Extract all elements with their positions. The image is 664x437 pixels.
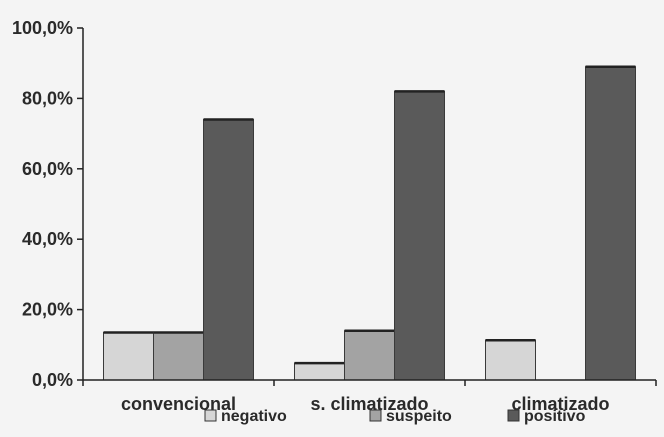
legend-swatch-positivo [507, 409, 520, 422]
legend-swatch-negativo [204, 409, 217, 422]
y-tick-label: 40,0% [22, 229, 73, 249]
y-tick-label: 80,0% [22, 88, 73, 108]
legend: negativo suspeito positivo [204, 408, 586, 425]
bar-negativo-1 [294, 362, 345, 381]
bar-positivo-2 [585, 66, 636, 381]
y-tick-label: 0,0% [32, 370, 73, 390]
bar-positivo-0 [203, 119, 254, 381]
x-axis: convencional s. climatizado climatizado [82, 379, 657, 414]
bars [103, 65, 636, 381]
legend-label: suspeito [386, 408, 452, 425]
x-category-label: s. climatizado [310, 394, 428, 414]
legend-label: positivo [524, 408, 586, 425]
y-tick-label: 100,0% [12, 18, 73, 38]
y-tick-label: 60,0% [22, 159, 73, 179]
bar-suspeito-1 [344, 330, 395, 381]
legend-label: negativo [221, 408, 287, 425]
y-tick-label: 20,0% [22, 300, 73, 320]
bar-positivo-1 [394, 90, 445, 381]
y-axis: 0,0% 20,0% 40,0% 60,0% 80,0% 100,0% [12, 18, 84, 390]
x-category-label: convencional [121, 394, 236, 414]
legend-swatch-suspeito [369, 409, 382, 422]
bar-negativo-2 [485, 339, 536, 381]
x-category-label: climatizado [511, 394, 609, 414]
bar-suspeito-0 [153, 331, 204, 381]
bar-negativo-0 [103, 331, 154, 381]
